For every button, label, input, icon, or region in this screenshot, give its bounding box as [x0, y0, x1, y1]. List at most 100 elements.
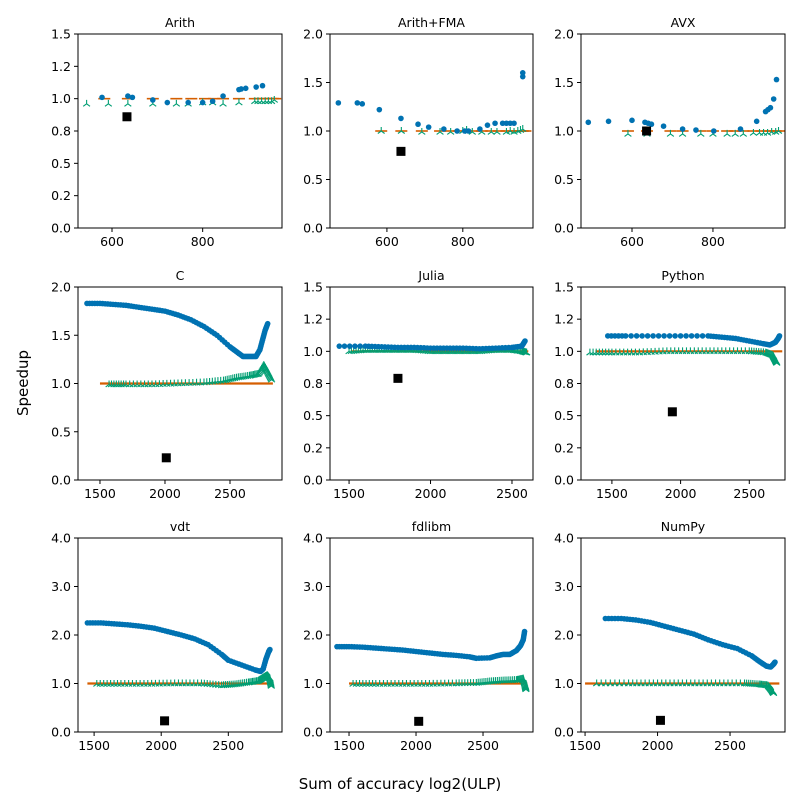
series-c-marker	[597, 679, 605, 687]
subplot-title: Arith+FMA	[398, 15, 465, 30]
series-a-point	[585, 119, 592, 126]
reference-marker	[414, 716, 424, 726]
series-a-point	[710, 128, 717, 134]
axes-frame	[329, 537, 534, 733]
y-tick-label: 1.0	[51, 91, 71, 106]
y-tick-label: 3.0	[554, 579, 574, 594]
series-a-point	[660, 123, 667, 129]
x-tick-label: 1500	[78, 738, 110, 753]
plot-area	[334, 628, 530, 726]
series-c-marker	[235, 98, 243, 106]
series-a-point	[185, 99, 191, 106]
series-a-point	[465, 128, 472, 134]
series-c-marker	[522, 348, 531, 356]
series-a-point	[693, 127, 699, 133]
y-tick-label: 1.2	[303, 312, 323, 327]
series-c-marker	[731, 129, 739, 137]
plot-area	[84, 300, 276, 463]
series-a-point	[336, 343, 343, 349]
series-c-marker	[620, 679, 628, 687]
x-tick-label: 2500	[733, 486, 765, 501]
series-a-point	[639, 333, 645, 339]
subplot-title: NumPy	[661, 519, 706, 534]
x-tick-label: 600	[375, 234, 399, 249]
x-tick-label: 600	[620, 234, 644, 249]
series-a-point	[688, 333, 695, 339]
series-c-marker	[763, 128, 772, 136]
reference-marker	[160, 716, 170, 726]
series-c-marker	[749, 680, 757, 687]
series-a-point	[264, 320, 271, 327]
y-tick-label: 0.8	[51, 124, 71, 139]
series-a-point	[694, 333, 700, 339]
series-a-point	[776, 333, 783, 339]
series-c-marker	[124, 99, 132, 107]
series-c-marker	[773, 358, 781, 366]
y-tick-label: 1.0	[554, 344, 574, 359]
series-a-point	[220, 93, 226, 99]
subplot-c: C 0.0 0.5 1.0 1.5 2.0 1500 2000 2500	[51, 268, 283, 501]
series-a-point	[770, 96, 777, 102]
x-tick-label: 600	[100, 234, 124, 249]
subplot-title: Python	[661, 268, 704, 283]
series-a-point	[666, 333, 673, 339]
x-tick-label: 2500	[214, 486, 246, 501]
series-a-point	[209, 98, 216, 105]
y-tick-label: 1.5	[554, 75, 574, 90]
y-tick-label: 0.0	[51, 221, 71, 236]
x-tick-label: 1500	[569, 738, 601, 753]
subplot-arith: Arith 0.0 0.2 0.5 0.8 1.0 1.2 1.5 600 800	[51, 15, 283, 249]
y-tick-label: 1.5	[303, 280, 323, 295]
series-a-point	[346, 343, 353, 349]
plot-area	[82, 82, 282, 122]
x-tick-label: 2500	[212, 738, 244, 753]
y-tick-label: 2.0	[303, 27, 323, 42]
y-tick-label: 0.5	[51, 424, 71, 439]
y-tick-label: 1.0	[51, 676, 71, 691]
y-tick-label: 0.8	[303, 376, 323, 391]
series-a-point	[238, 86, 244, 92]
series-a-point	[253, 84, 259, 90]
series-c-marker	[172, 99, 181, 107]
series-a-point	[267, 646, 273, 653]
plot-area	[585, 76, 785, 137]
series-c-marker	[747, 679, 755, 687]
series-a-point	[773, 76, 780, 83]
x-tick-label: 1500	[596, 486, 628, 501]
series-a-point	[605, 118, 612, 125]
x-tick-label: 1500	[333, 738, 365, 753]
series-c-marker	[586, 348, 594, 356]
series-a-point	[511, 120, 517, 127]
series-c-marker	[774, 127, 783, 134]
y-tick-label: 3.0	[51, 579, 71, 594]
subplot-arith-fma: Arith+FMA 0.0 0.5 1.0 1.5 2.0 600 800	[303, 15, 534, 249]
axes-frame	[77, 33, 283, 229]
x-tick-label: 2000	[149, 486, 181, 501]
series-a-point	[628, 333, 634, 339]
series-c-marker	[749, 128, 758, 136]
y-tick-label: 0.5	[303, 172, 323, 187]
subplot-python: Python 0.0 0.2 0.5 0.8 1.0 1.2 1.5 1500 2000 2500	[554, 268, 786, 501]
series-c-marker	[104, 99, 113, 107]
series-a-point	[644, 333, 651, 339]
x-tick-label: 2000	[400, 738, 432, 753]
series-a-point	[492, 120, 498, 127]
series-a-point	[767, 104, 774, 111]
series-a-point	[519, 73, 526, 80]
axes-frame	[580, 537, 786, 733]
series-a-point	[519, 70, 526, 76]
series-a-point	[357, 343, 363, 349]
x-tick-label: 1500	[84, 486, 116, 501]
y-tick-label: 1.2	[554, 312, 574, 327]
series-a-point	[661, 333, 667, 339]
subplot-title: AVX	[671, 15, 696, 30]
plot-area	[336, 338, 531, 383]
y-tick-label: 0.0	[554, 473, 574, 488]
y-tick-label: 0.0	[554, 725, 574, 740]
subplot-avx: AVX 0.0 0.5 1.0 1.5 2.0 600 800	[554, 15, 786, 249]
series-a-point	[521, 628, 528, 635]
series-c-marker	[267, 375, 276, 383]
subplot-fdlibm: fdlibm 0.0 1.0 2.0 3.0 4.0 1500 2000 2500	[303, 519, 534, 753]
series-a-point	[622, 333, 629, 339]
